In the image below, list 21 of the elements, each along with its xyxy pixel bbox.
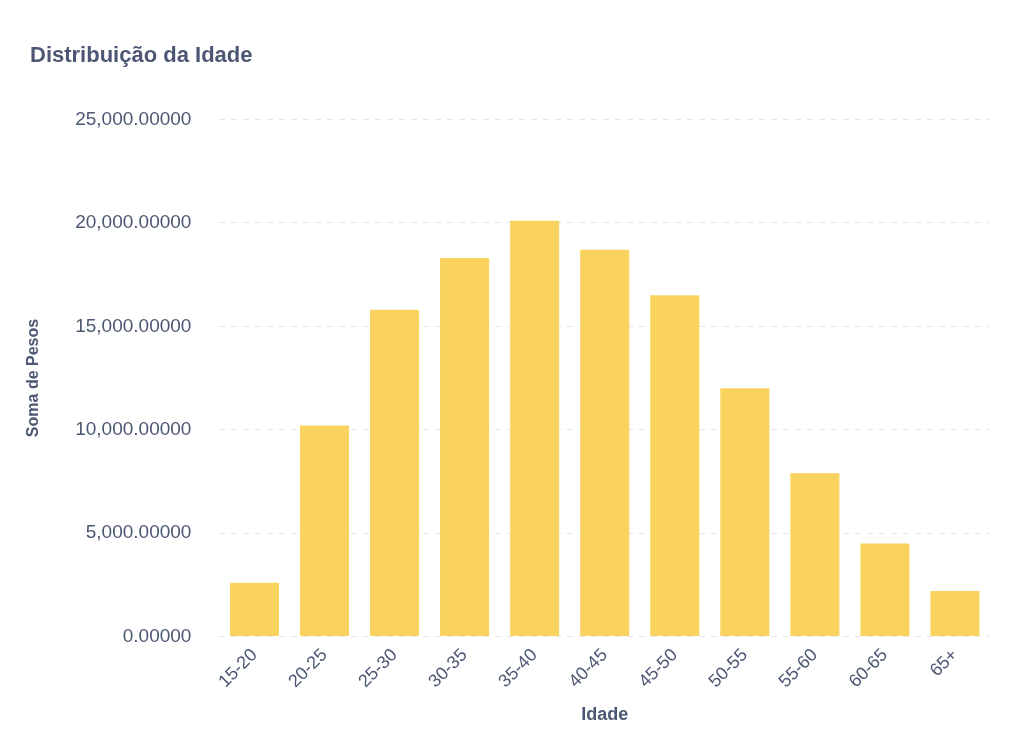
bar <box>299 425 350 637</box>
x-tick-label: 65+ <box>925 644 962 681</box>
bar <box>790 473 840 637</box>
bar <box>860 543 910 637</box>
bar <box>930 591 980 637</box>
bar <box>650 295 700 637</box>
y-tick-label: 15,000.00000 <box>75 314 192 336</box>
bar <box>510 220 560 637</box>
y-tick-label: 0.00000 <box>122 624 192 646</box>
bar <box>720 388 770 637</box>
y-axis-title: Soma de Pesos <box>24 318 42 438</box>
y-tick-label: 25,000.00000 <box>75 107 192 129</box>
x-axis-title: Idade <box>581 704 629 725</box>
chart-title: Distribuição da Idade <box>30 42 253 68</box>
bar <box>440 258 490 637</box>
bar <box>580 249 630 637</box>
y-tick-label: 10,000.00000 <box>75 417 192 439</box>
bar <box>370 309 420 637</box>
bar <box>229 582 279 637</box>
y-tick-label: 20,000.00000 <box>75 211 192 233</box>
y-tick-label: 5,000.00000 <box>85 521 192 543</box>
